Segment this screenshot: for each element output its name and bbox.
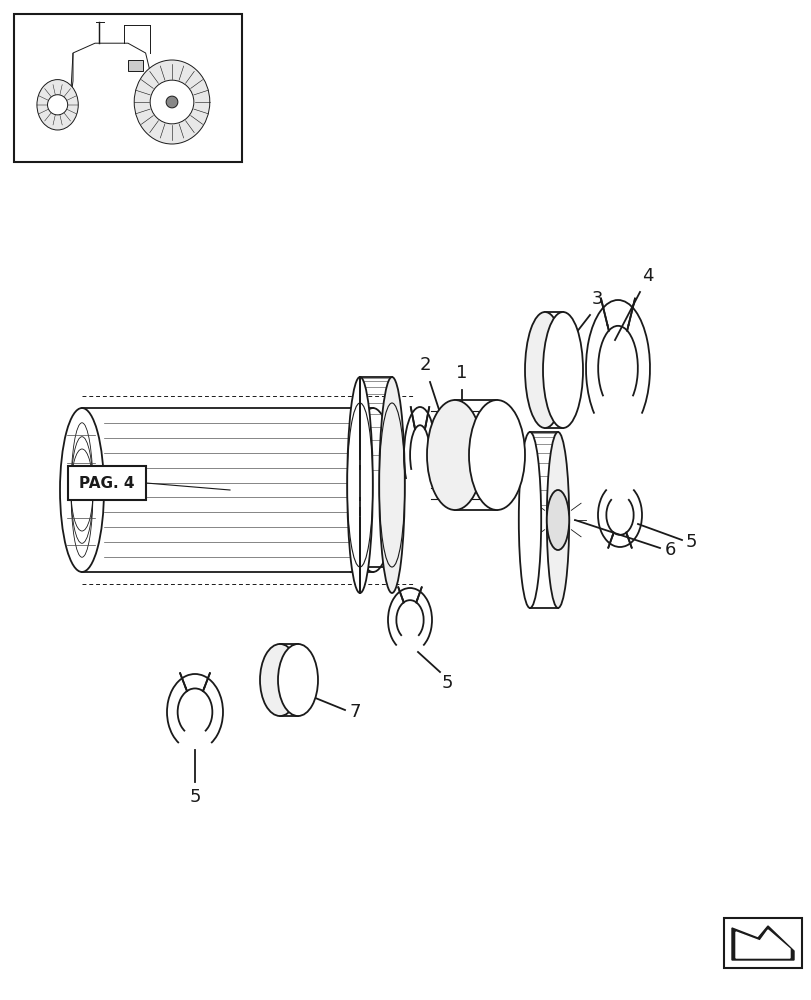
Ellipse shape [150,80,194,124]
Ellipse shape [166,96,178,108]
Bar [723,918,801,968]
Ellipse shape [60,408,104,572]
Text: 5: 5 [189,788,200,806]
Ellipse shape [277,644,318,716]
Ellipse shape [546,490,569,550]
Text: 5: 5 [441,674,453,692]
Text: 4: 4 [642,267,653,285]
Polygon shape [735,930,789,958]
Ellipse shape [525,312,564,428]
Text: 7: 7 [350,703,361,721]
Ellipse shape [379,377,405,593]
Bar [68,466,146,500]
Bar [14,14,242,162]
Text: 6: 6 [664,541,676,559]
Polygon shape [128,60,144,71]
Ellipse shape [48,95,67,115]
Ellipse shape [469,400,525,510]
Text: 2: 2 [418,356,430,374]
Ellipse shape [543,312,582,428]
Polygon shape [731,926,793,960]
Text: 3: 3 [591,290,603,308]
Text: 1: 1 [456,364,467,382]
Text: PAG. 4: PAG. 4 [79,476,135,490]
Ellipse shape [518,432,541,608]
Ellipse shape [546,432,569,608]
Ellipse shape [36,80,78,130]
Text: 5: 5 [685,533,697,551]
Ellipse shape [260,644,299,716]
Ellipse shape [134,60,209,144]
Ellipse shape [347,377,372,593]
Ellipse shape [350,408,394,572]
Ellipse shape [427,400,483,510]
